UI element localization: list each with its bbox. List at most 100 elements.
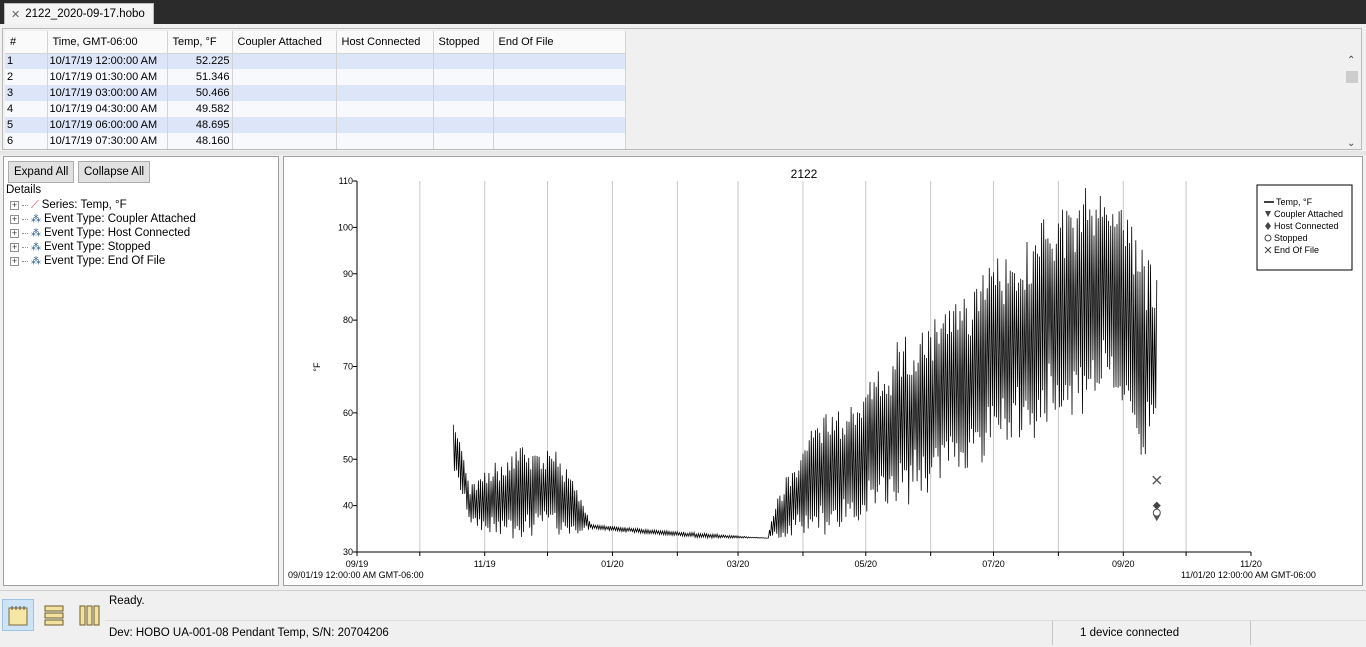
- cell-stopped: [433, 53, 494, 69]
- table-scrollbar[interactable]: ⌃ ⌄: [1345, 55, 1359, 149]
- expand-icon[interactable]: +: [10, 213, 19, 224]
- x-tick-label: 09/19: [346, 559, 369, 569]
- tree-connector: [22, 260, 28, 262]
- scroll-up-icon[interactable]: ⌃: [1347, 55, 1356, 66]
- tree-item-label: Event Type: Host Connected: [44, 227, 191, 239]
- tree-item-end-of-file[interactable]: + ⁂ Event Type: End Of File: [10, 254, 196, 268]
- cell-index: 4: [5, 101, 48, 117]
- device-info: Dev: HOBO UA-001-08 Pendant Temp, S/N: 2…: [109, 627, 389, 639]
- cell-temp: 48.160: [167, 133, 233, 149]
- y-tick-label: 40: [343, 501, 353, 511]
- cell-stopped: [433, 101, 494, 117]
- pane-splitter[interactable]: [0, 151, 1366, 155]
- y-tick-label: 90: [343, 269, 353, 279]
- y-tick-label: 30: [343, 547, 353, 557]
- y-tick-label: 70: [343, 362, 353, 372]
- legend-box: [1256, 184, 1353, 271]
- cell-coupler: [232, 101, 337, 117]
- expand-all-button[interactable]: Expand All: [8, 161, 75, 183]
- x-tick-label: 05/20: [854, 559, 877, 569]
- file-tab-label: 2122_2020-09-17.hobo: [25, 8, 145, 20]
- single-view-button[interactable]: [2, 599, 34, 631]
- tree-item-series-temp[interactable]: + ⟋ Series: Temp, °F: [10, 198, 196, 212]
- scroll-thumb[interactable]: [1346, 71, 1358, 83]
- tree-item-coupler-attached[interactable]: + ⁂ Event Type: Coupler Attached: [10, 212, 196, 226]
- x-tick-label: 11/19: [474, 559, 496, 569]
- cell-stopped: [433, 85, 494, 101]
- event-marker-stopped: [1152, 508, 1161, 517]
- expand-icon[interactable]: +: [10, 241, 19, 252]
- notebook-icon: [8, 606, 28, 626]
- cell-coupler: [232, 85, 337, 101]
- expand-icon[interactable]: +: [10, 227, 19, 238]
- column-header-time[interactable]: Time, GMT-06:00: [47, 31, 168, 54]
- column-header-temp[interactable]: Temp, °F: [167, 31, 233, 54]
- event-type-icon: ⁂: [31, 213, 41, 225]
- cell-time: 10/17/19 03:00:00 AM: [47, 85, 168, 101]
- cell-temp: 50.466: [167, 85, 233, 101]
- column-header-coupler-attached[interactable]: Coupler Attached: [232, 31, 337, 54]
- x-tick-label: 11/20: [1240, 559, 1262, 569]
- tree-item-label: Event Type: Stopped: [44, 241, 151, 253]
- temperature-chart[interactable]: 30 40 50 60 70 80 90 100 110 09/19 11/19 01/20 03/20…: [284, 157, 1362, 585]
- tree-item-host-connected[interactable]: + ⁂ Event Type: Host Connected: [10, 226, 196, 240]
- cell-index: 3: [5, 85, 48, 101]
- cell-index: 5: [5, 117, 48, 133]
- expand-icon[interactable]: +: [10, 199, 19, 210]
- x-tick-label: 07/20: [982, 559, 1005, 569]
- column-header-end-of-file[interactable]: End Of File: [493, 31, 626, 54]
- cell-eof: [493, 69, 626, 85]
- cell-coupler: [232, 133, 337, 149]
- status-divider: [1250, 621, 1251, 645]
- close-tab-icon[interactable]: ✕: [11, 8, 21, 21]
- status-message: Ready.: [109, 595, 145, 607]
- chart-legend: Temp, °F Coupler Attached Host Connected St…: [1256, 184, 1353, 271]
- event-type-icon: ⁂: [31, 255, 41, 267]
- cell-temp: 49.582: [167, 101, 233, 117]
- cell-coupler: [232, 117, 337, 133]
- column-header-index[interactable]: #: [5, 31, 48, 54]
- tree-item-label: Event Type: Coupler Attached: [44, 213, 196, 225]
- table-row[interactable]: 1 10/17/19 12:00:00 AM 52.225: [5, 53, 626, 69]
- table-row[interactable]: 5 10/17/19 06:00:00 AM 48.695: [5, 117, 626, 133]
- table-row[interactable]: 6 10/17/19 07:30:00 AM 48.160: [5, 133, 626, 149]
- column-header-stopped[interactable]: Stopped: [433, 31, 494, 54]
- cell-index: 6: [5, 133, 48, 149]
- y-tick-label: 110: [339, 176, 353, 186]
- vertical-split-button[interactable]: [73, 599, 105, 631]
- chart-title: 2122: [791, 167, 818, 181]
- scroll-down-icon[interactable]: ⌄: [1347, 138, 1356, 149]
- columns-layout-icon: [79, 605, 100, 626]
- legend-item-coupler-attached: Coupler Attached: [1274, 209, 1343, 219]
- column-header-host-connected[interactable]: Host Connected: [336, 31, 434, 54]
- rows-layout-icon: [44, 605, 64, 626]
- tree-connector: [22, 218, 28, 220]
- cell-index: 1: [5, 53, 48, 69]
- cell-stopped: [433, 117, 494, 133]
- table-row[interactable]: 3 10/17/19 03:00:00 AM 50.466: [5, 85, 626, 101]
- x-stroke: [1152, 475, 1162, 485]
- cell-eof: [493, 117, 626, 133]
- expand-icon[interactable]: +: [10, 255, 19, 266]
- cell-eof: [493, 133, 626, 149]
- cell-coupler: [232, 69, 337, 85]
- chart-panel: 30 40 50 60 70 80 90 100 110 09/19 11/19 01/20 03/20…: [283, 156, 1363, 586]
- legend-swatch-diamond: [1265, 222, 1271, 230]
- cell-temp: 51.346: [167, 69, 233, 85]
- file-tab[interactable]: ✕ 2122_2020-09-17.hobo: [4, 3, 154, 24]
- table-row[interactable]: 4 10/17/19 04:30:00 AM 49.582: [5, 101, 626, 117]
- tree-connector: [22, 204, 28, 206]
- cell-temp: 52.225: [167, 53, 233, 69]
- horizontal-split-button[interactable]: [38, 599, 70, 631]
- event-type-icon: ⁂: [31, 227, 41, 239]
- cell-time: 10/17/19 07:30:00 AM: [47, 133, 168, 149]
- legend-item-stopped: Stopped: [1274, 233, 1308, 243]
- collapse-all-button[interactable]: Collapse All: [78, 161, 151, 183]
- table-header-row: # Time, GMT-06:00 Temp, °F Coupler Attac…: [5, 31, 626, 54]
- table-row[interactable]: 2 10/17/19 01:30:00 AM 51.346: [5, 69, 626, 85]
- cell-temp: 48.695: [167, 117, 233, 133]
- y-tick-label: 80: [343, 315, 353, 325]
- cell-time: 10/17/19 04:30:00 AM: [47, 101, 168, 117]
- cell-host: [336, 133, 434, 149]
- tree-item-stopped[interactable]: + ⁂ Event Type: Stopped: [10, 240, 196, 254]
